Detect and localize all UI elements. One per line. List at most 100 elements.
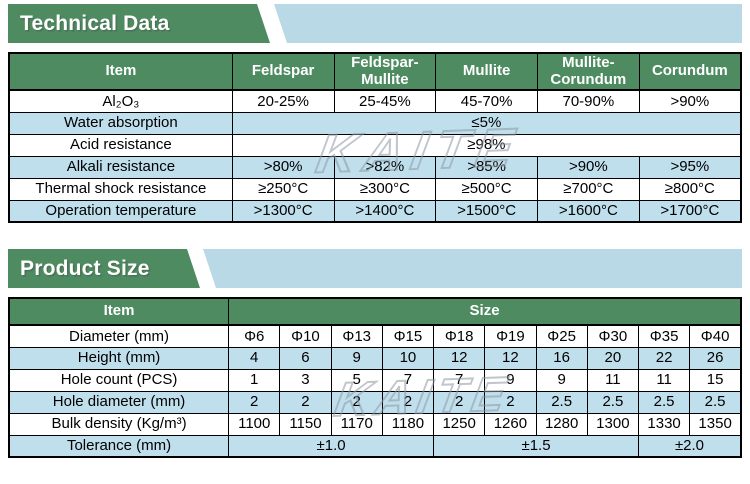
row-label: Hole diameter (mm) — [8, 390, 230, 414]
technical-data-banner: Technical Data — [8, 4, 742, 43]
row-label: Operation temperature — [8, 199, 233, 223]
table-cell: 20-25% — [231, 89, 335, 113]
table-cell: ≥98% — [231, 133, 742, 157]
table-cell: 2.5 — [689, 390, 742, 414]
table-cell: 2 — [228, 390, 281, 414]
table-cell: 26 — [689, 346, 742, 370]
row-label: Thermal shock resistance — [8, 177, 233, 201]
technical-table-body: Al₂O₃ 20-25% 25-45% 45-70% 70-90% >90% Water a… — [8, 89, 742, 223]
table-cell: Φ10 — [279, 324, 332, 348]
row-label: Water absorption — [8, 111, 233, 135]
table-cell: 11 — [637, 368, 691, 392]
table-cell: 2 — [381, 390, 435, 414]
table-cell: 7 — [381, 368, 435, 392]
table-cell: >95% — [638, 155, 742, 179]
table-row: Bulk density (Kg/m³) 1100 1150 1170 1180 1250… — [8, 412, 742, 436]
table-row: Hole count (PCS) 1 3 5 7 7 9 9 11 11 15 — [8, 368, 742, 392]
table-cell: Φ18 — [433, 324, 486, 348]
table-row: Acid resistance ≥98% — [8, 133, 742, 157]
table-cell: Φ19 — [484, 324, 537, 348]
table-cell: Φ15 — [381, 324, 435, 348]
section-title-technical-data: Technical Data — [20, 12, 170, 35]
table-cell: >1600°C — [536, 199, 640, 223]
column-header: Mullite-Corundum — [536, 52, 640, 91]
row-label: Diameter (mm) — [8, 324, 230, 348]
row-label: Al₂O₃ — [8, 89, 233, 113]
table-cell: 2.5 — [586, 390, 639, 414]
table-cell: 1170 — [330, 412, 383, 436]
table-row: Height (mm) 4 6 9 10 12 12 16 20 22 26 — [8, 346, 742, 370]
banner-blue-shape — [203, 249, 742, 288]
table-cell: 70-90% — [536, 89, 640, 113]
table-cell: 1100 — [228, 412, 281, 436]
table-cell: 4 — [228, 346, 281, 370]
table-cell: 2.5 — [637, 390, 691, 414]
row-label: Alkali resistance — [8, 155, 233, 179]
table-cell: 11 — [586, 368, 639, 392]
table-cell: >80% — [231, 155, 335, 179]
table-cell: >90% — [536, 155, 640, 179]
table-cell: 45-70% — [435, 89, 538, 113]
table-cell: ≥250°C — [231, 177, 335, 201]
table-cell: 1250 — [433, 412, 486, 436]
table-cell: 2.5 — [535, 390, 588, 414]
table-cell: 12 — [484, 346, 537, 370]
table-cell: ≥700°C — [536, 177, 640, 201]
table-cell: Φ40 — [689, 324, 742, 348]
table-cell: 2 — [484, 390, 537, 414]
product-size-table: Item Size Diameter (mm) Φ6 Φ10 Φ13 Φ15 Φ18 Φ19 Φ… — [8, 297, 742, 458]
table-cell: ≤5% — [231, 111, 742, 135]
row-label: Tolerance (mm) — [8, 434, 230, 458]
table-cell: Φ35 — [637, 324, 691, 348]
table-row: Operation temperature >1300°C >1400°C >1500… — [8, 199, 742, 223]
table-cell: ≥300°C — [333, 177, 437, 201]
table-cell: 1 — [228, 368, 281, 392]
technical-table-header: Item Feldspar Feldspar-Mullite Mullite Mulli… — [8, 52, 742, 91]
table-cell: 20 — [586, 346, 639, 370]
table-cell: 1300 — [586, 412, 639, 436]
table-cell: >85% — [435, 155, 538, 179]
row-label: Bulk density (Kg/m³) — [8, 412, 230, 436]
table-cell: >1400°C — [333, 199, 437, 223]
table-cell: 15 — [689, 368, 742, 392]
section-product-size: Product Size Item Size Diameter (mm) Φ6 Φ10… — [0, 249, 750, 458]
table-cell: 22 — [637, 346, 691, 370]
table-cell: 1350 — [689, 412, 742, 436]
table-cell: >82% — [333, 155, 437, 179]
header-row: Item Feldspar Feldspar-Mullite Mullite Mulli… — [8, 52, 742, 91]
table-row: Hole diameter (mm) 2 2 2 2 2 2 2.5 2.5 2.5 2.5 — [8, 390, 742, 414]
table-cell: 1150 — [279, 412, 332, 436]
table-cell: 1260 — [484, 412, 537, 436]
table-cell: >1500°C — [435, 199, 538, 223]
product-size-banner: Product Size — [8, 249, 742, 288]
row-label: Acid resistance — [8, 133, 233, 157]
table-cell: 2 — [330, 390, 383, 414]
column-header: Corundum — [638, 52, 742, 91]
table-cell: 16 — [535, 346, 588, 370]
table-cell: 6 — [279, 346, 332, 370]
column-header: Feldspar-Mullite — [333, 52, 437, 91]
table-cell: ≥500°C — [435, 177, 538, 201]
table-cell: 1180 — [381, 412, 435, 436]
table-cell: 7 — [433, 368, 486, 392]
table-cell: 2 — [433, 390, 486, 414]
table-row: Water absorption ≤5% — [8, 111, 742, 135]
table-row: Alkali resistance >80% >82% >85% >90% >95% — [8, 155, 742, 179]
table-cell: 1280 — [535, 412, 588, 436]
column-header: Item — [8, 52, 233, 91]
banner-green-shape — [8, 249, 200, 288]
table-cell: ±1.5 — [433, 434, 639, 458]
table-cell: Φ13 — [330, 324, 383, 348]
table-cell: Φ30 — [586, 324, 639, 348]
table-cell: ≥800°C — [638, 177, 742, 201]
banner-blue-shape — [274, 4, 742, 43]
table-cell: 3 — [279, 368, 332, 392]
product-size-table-header: Item Size — [8, 297, 742, 326]
table-row: Diameter (mm) Φ6 Φ10 Φ13 Φ15 Φ18 Φ19 Φ25 Φ30 Φ35 Φ… — [8, 324, 742, 348]
table-cell: 25-45% — [333, 89, 437, 113]
row-label: Hole count (PCS) — [8, 368, 230, 392]
table-cell: 10 — [381, 346, 435, 370]
table-cell: 9 — [535, 368, 588, 392]
table-cell: >1300°C — [231, 199, 335, 223]
